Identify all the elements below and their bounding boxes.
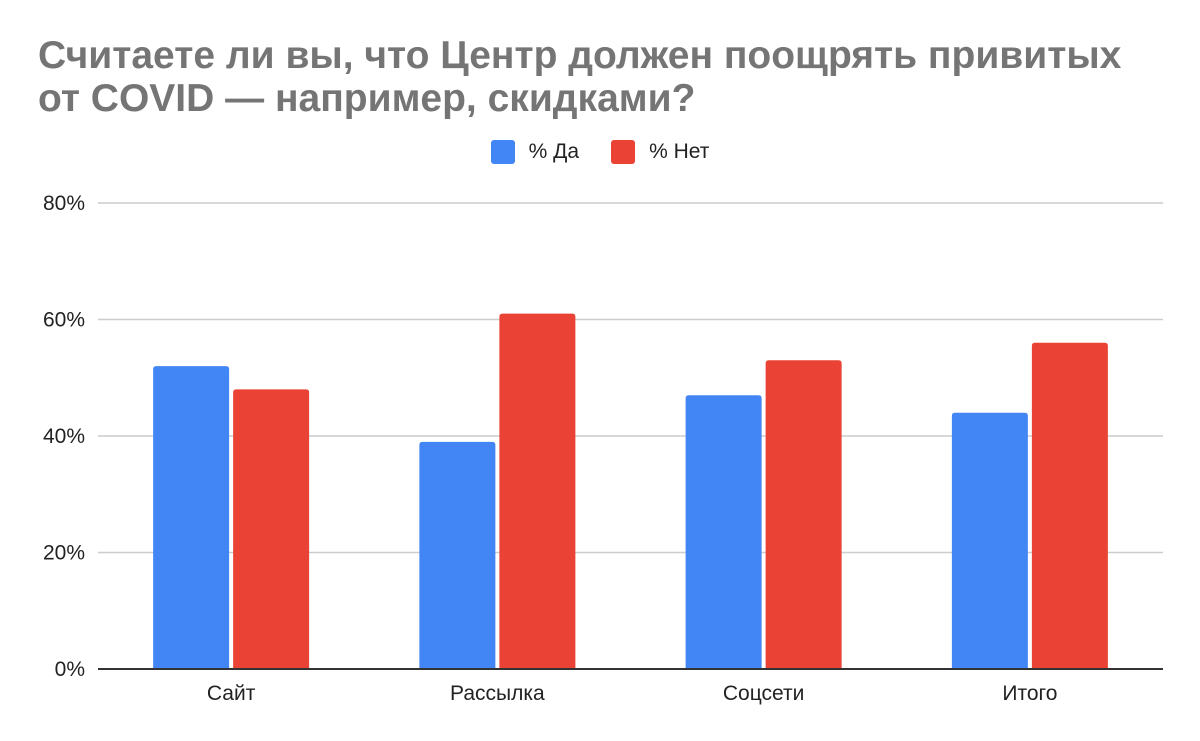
legend-item-no: % Нет bbox=[611, 140, 709, 164]
bar-no bbox=[233, 389, 310, 669]
legend: % Да % Нет bbox=[0, 140, 1200, 164]
bar-yes bbox=[685, 395, 762, 669]
bar-yes bbox=[951, 412, 1028, 669]
legend-label-yes: % Да bbox=[528, 140, 580, 163]
legend-item-yes: % Да bbox=[490, 140, 580, 164]
x-tick-label: Сайт bbox=[207, 682, 256, 705]
y-tick-label: 0% bbox=[55, 658, 85, 681]
bar-no bbox=[1031, 342, 1108, 669]
y-tick-label: 20% bbox=[43, 542, 85, 565]
bar-yes bbox=[419, 441, 496, 669]
y-tick-label: 60% bbox=[43, 309, 85, 332]
x-tick-label: Рассылка bbox=[450, 682, 545, 705]
x-tick-label: Итого bbox=[1002, 682, 1057, 705]
legend-label-no: % Нет bbox=[649, 140, 710, 163]
chart-title: Считаете ли вы, что Центр должен поощрят… bbox=[38, 34, 1122, 120]
bar-no bbox=[765, 360, 842, 669]
bar-no bbox=[499, 313, 576, 669]
legend-swatch-yes bbox=[490, 140, 515, 164]
y-tick-label: 40% bbox=[43, 425, 85, 448]
legend-swatch-no bbox=[611, 140, 636, 164]
bar-yes bbox=[153, 366, 230, 669]
x-tick-label: Соцсети bbox=[723, 682, 804, 705]
y-tick-label: 80% bbox=[43, 192, 85, 215]
